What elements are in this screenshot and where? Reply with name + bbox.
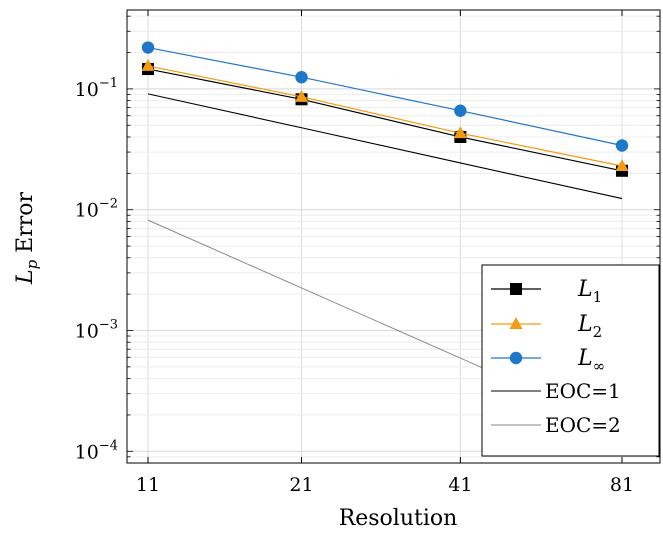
y-tick-label: 10−3 <box>75 317 118 342</box>
legend-marker-square <box>510 283 522 295</box>
data-point-triangle <box>295 89 309 102</box>
series-l2 <box>141 58 629 172</box>
x-tick-label: 41 <box>448 474 472 496</box>
legend: L1 L2 L∞ EOC=1 EOC=2 <box>481 264 660 457</box>
y-tick-label: 10−2 <box>75 197 118 222</box>
legend-label: EOC=1 <box>545 379 621 403</box>
series-line <box>147 93 623 200</box>
legend-entry: L∞ <box>491 346 605 375</box>
data-point-triangle <box>141 58 155 71</box>
legend-label: EOC=2 <box>545 413 621 437</box>
y-tick-label: 10−4 <box>75 438 118 463</box>
y-axis-title-sub: p <box>23 259 41 269</box>
series-l- <box>141 41 629 152</box>
legend-entry: EOC=2 <box>491 413 621 437</box>
legend-label: L2 <box>577 312 602 341</box>
series-l1 <box>142 63 628 177</box>
data-point-circle <box>295 70 308 84</box>
x-tick-label: 11 <box>136 474 160 496</box>
series-line <box>147 46 623 147</box>
y-tick-label: 10−1 <box>75 76 118 101</box>
data-point-circle <box>454 104 467 117</box>
svg-text:Lp Error: Lp Error <box>13 191 41 285</box>
series-line <box>147 65 623 167</box>
series-line <box>147 68 623 172</box>
legend-marker-triangle <box>509 317 523 329</box>
y-axis-title-rest: Error <box>13 191 38 259</box>
legend-entry: L2 <box>491 312 602 341</box>
data-point-circle <box>141 41 155 54</box>
y-axis-title-main: L <box>13 269 38 285</box>
data-point-circle <box>615 139 629 152</box>
legend-label: L1 <box>577 277 602 306</box>
legend-entry: EOC=1 <box>491 379 621 403</box>
x-tick-label: 81 <box>610 474 634 496</box>
legend-marker-circle <box>509 351 523 365</box>
legend-label: L∞ <box>577 346 605 375</box>
legend-entry: L1 <box>491 277 602 306</box>
x-axis-title: Resolution <box>339 506 458 531</box>
series-eoc-1 <box>147 93 623 200</box>
data-point-triangle <box>453 126 467 139</box>
axis-ticks: 11 21 41 81 10−1 10−2 10−3 10−4 <box>75 10 660 496</box>
y-axis-title: Lp Error <box>13 191 41 285</box>
data-point-triangle <box>615 159 629 172</box>
x-tick-label: 21 <box>289 474 313 496</box>
